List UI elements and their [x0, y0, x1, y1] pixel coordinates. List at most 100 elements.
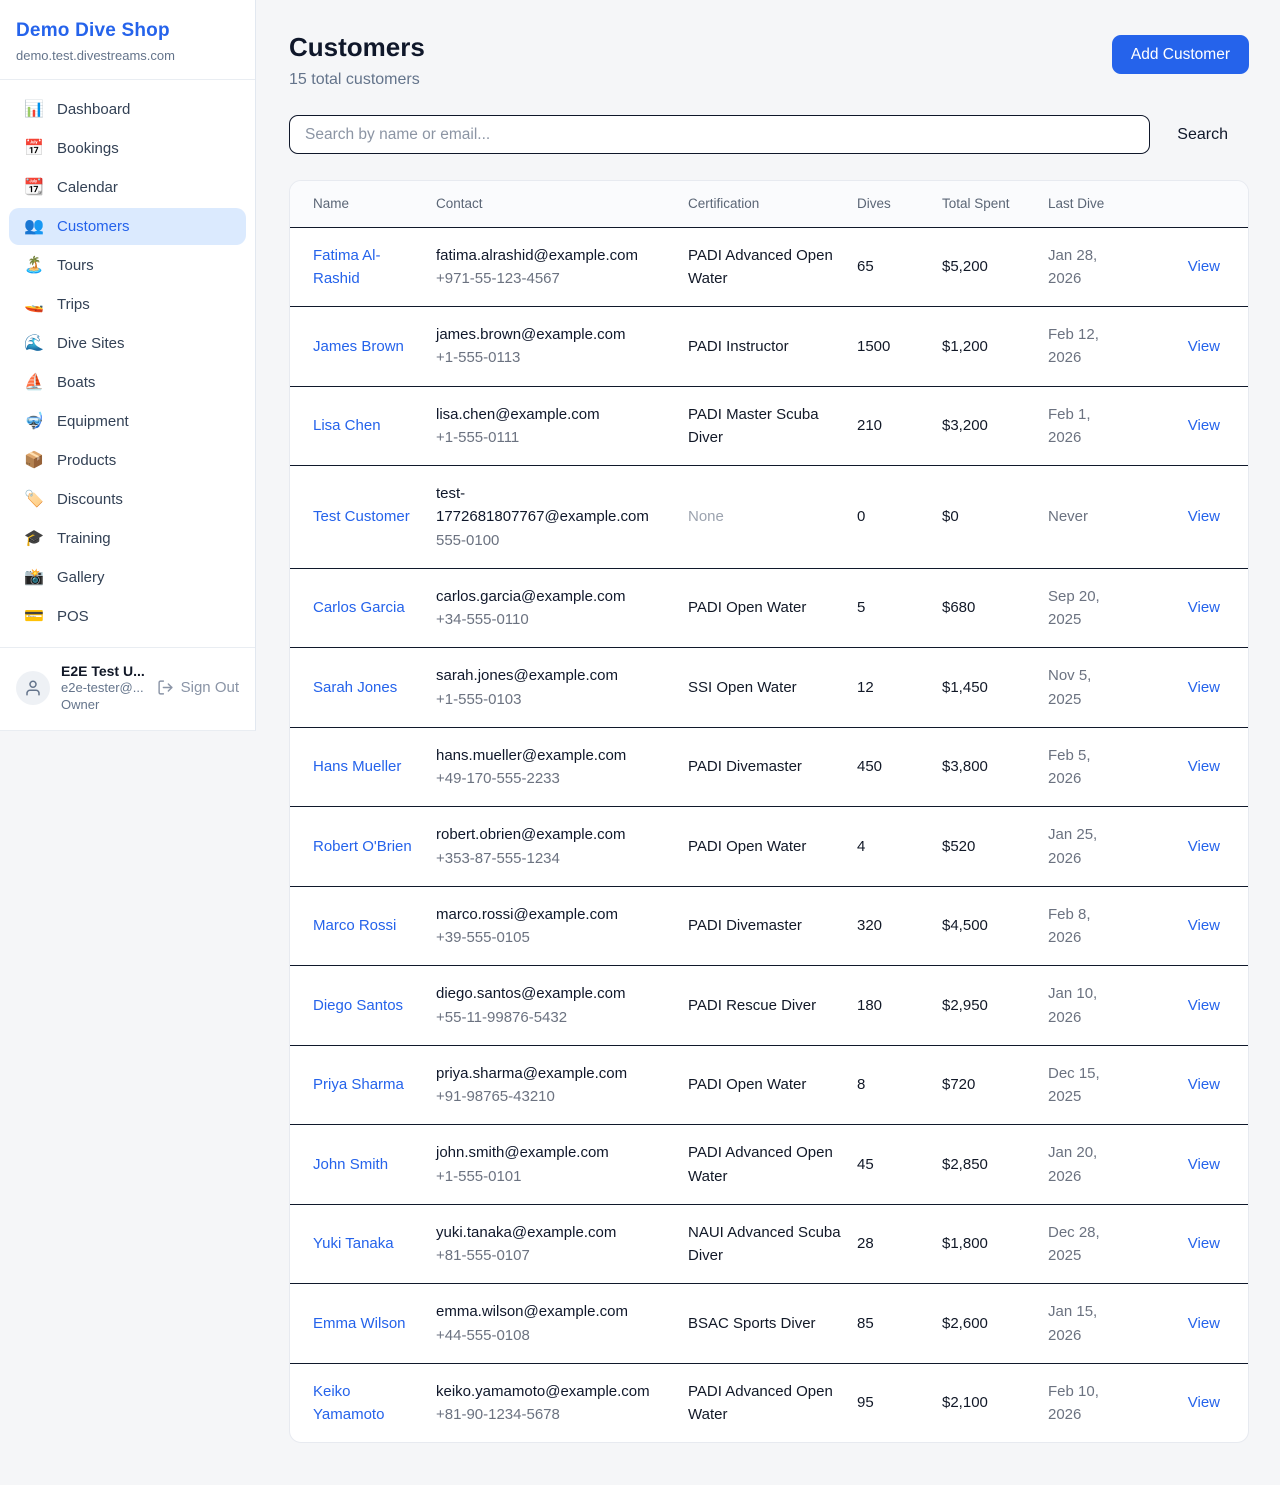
sidebar-item-trips[interactable]: 🚤 Trips — [9, 286, 246, 323]
view-link[interactable]: View — [1187, 508, 1220, 526]
view-link[interactable]: View — [1187, 1155, 1220, 1173]
customer-name-link[interactable]: Fatima Al-Rashid — [313, 246, 381, 287]
customer-name-link[interactable]: Sarah Jones — [313, 678, 398, 696]
shop-name: Demo Dive Shop — [16, 20, 170, 41]
customer-email: yuki.tanaka@example.com — [436, 1223, 617, 1241]
customer-last-dive: Feb 5, 2026 — [1048, 746, 1091, 788]
sidebar-item-tours[interactable]: 🏝️ Tours — [9, 247, 246, 284]
customer-total-spent: $2,850 — [942, 1155, 988, 1173]
user-name: E2E Test U... — [61, 663, 145, 679]
view-link[interactable]: View — [1187, 996, 1220, 1014]
customer-dives: 450 — [857, 758, 883, 776]
customer-last-dive: Feb 12, 2026 — [1048, 326, 1099, 367]
customer-dives: 180 — [857, 996, 883, 1014]
view-link[interactable]: View — [1187, 1076, 1220, 1094]
sidebar-item-dashboard[interactable]: 📊 Dashboard — [9, 91, 246, 128]
page-header: Customers 15 total customers Add Custome… — [289, 32, 1249, 89]
customer-last-dive: Dec 15, 2025 — [1048, 1064, 1100, 1106]
sign-out-button[interactable]: Sign Out — [157, 679, 239, 696]
customer-name-link[interactable]: Lisa Chen — [313, 417, 381, 435]
customer-certification: PADI Open Water — [688, 599, 807, 617]
customer-name-link[interactable]: Robert O'Brien — [313, 837, 412, 855]
view-link[interactable]: View — [1187, 1394, 1220, 1412]
search-button[interactable]: Search — [1177, 125, 1228, 143]
customer-name-link[interactable]: John Smith — [313, 1155, 389, 1173]
sidebar-item-gallery[interactable]: 📸 Gallery — [9, 559, 246, 596]
view-link[interactable]: View — [1187, 1314, 1220, 1332]
customer-name-link[interactable]: Yuki Tanaka — [313, 1235, 394, 1253]
customer-name-link[interactable]: Diego Santos — [313, 996, 404, 1014]
customer-total-spent: $1,450 — [942, 678, 988, 696]
customer-name-link[interactable]: Hans Mueller — [313, 758, 402, 776]
customer-row-sarah-jones: Sarah Jones sarah.jones@example.com +1-5… — [290, 647, 1248, 728]
customer-total-spent: $2,600 — [942, 1314, 988, 1332]
view-link[interactable]: View — [1187, 258, 1220, 276]
view-link[interactable]: View — [1187, 417, 1220, 435]
customer-name-link[interactable]: Marco Rossi — [313, 917, 397, 935]
customer-row-hans-mueller: Hans Mueller hans.mueller@example.com +4… — [290, 727, 1248, 808]
sidebar-header: Demo Dive Shop demo.test.divestreams.com — [0, 0, 255, 80]
customer-certification: PADI Rescue Diver — [688, 996, 817, 1014]
customer-name-link[interactable]: Carlos Garcia — [313, 599, 405, 617]
speedboat-icon: 🚤 — [24, 295, 44, 313]
column-header-name: Name — [290, 181, 436, 228]
sidebar-item-label: Customers — [57, 218, 130, 235]
avatar — [16, 670, 50, 705]
customer-row-fatima-al-rashid: Fatima Al-Rashid fatima.alrashid@example… — [290, 227, 1248, 308]
customer-phone: +1-555-0101 — [436, 1167, 522, 1185]
view-link[interactable]: View — [1187, 917, 1220, 935]
sidebar-item-products[interactable]: 📦 Products — [9, 442, 246, 479]
view-link[interactable]: View — [1187, 599, 1220, 617]
calendar-icon: 📅 — [24, 139, 44, 157]
view-link[interactable]: View — [1187, 337, 1220, 355]
column-header-actions — [1138, 181, 1248, 228]
customer-row-james-brown: James Brown james.brown@example.com +1-5… — [290, 306, 1248, 387]
sidebar-item-label: Trips — [57, 296, 90, 313]
sidebar-item-calendar[interactable]: 📆 Calendar — [9, 169, 246, 206]
view-link[interactable]: View — [1187, 1235, 1220, 1253]
column-header-total-spent: Total Spent — [942, 181, 1048, 228]
sidebar-item-dive-sites[interactable]: 🌊 Dive Sites — [9, 325, 246, 362]
search-input[interactable] — [289, 115, 1151, 154]
view-link[interactable]: View — [1187, 758, 1220, 776]
customer-name-link[interactable]: Test Customer — [313, 508, 410, 526]
credit-card-icon: 💳 — [24, 607, 44, 625]
user-info: E2E Test U... e2e-tester@... Owner — [61, 662, 145, 714]
customer-last-dive: Never — [1048, 508, 1089, 526]
wave-icon: 🌊 — [24, 334, 44, 352]
customer-dives: 5 — [857, 599, 866, 617]
customer-last-dive: Feb 10, 2026 — [1048, 1382, 1099, 1424]
sidebar-item-label: Boats — [57, 374, 96, 391]
customer-name-link[interactable]: James Brown — [313, 337, 404, 355]
sidebar-item-bookings[interactable]: 📅 Bookings — [9, 130, 246, 167]
column-header-certification: Certification — [688, 181, 857, 228]
customer-row-emma-wilson: Emma Wilson emma.wilson@example.com +44-… — [290, 1283, 1248, 1364]
view-link[interactable]: View — [1187, 678, 1220, 696]
user-section: E2E Test U... e2e-tester@... Owner Sign … — [0, 647, 255, 730]
sidebar-item-customers[interactable]: 👥 Customers — [9, 208, 246, 245]
customer-last-dive: Jan 15, 2026 — [1048, 1303, 1098, 1344]
customer-name-link[interactable]: Priya Sharma — [313, 1076, 404, 1094]
view-link[interactable]: View — [1187, 837, 1220, 855]
customer-dives: 210 — [857, 417, 883, 435]
customer-certification: PADI Master Scuba Diver — [688, 405, 819, 446]
customer-phone: +49-170-555-2233 — [436, 770, 560, 788]
customer-certification: PADI Advanced Open Water — [688, 1382, 833, 1424]
sidebar-item-pos[interactable]: 💳 POS — [9, 598, 246, 635]
customer-name-link[interactable]: Keiko Yamamoto — [313, 1382, 385, 1424]
sidebar-item-equipment[interactable]: 🤿 Equipment — [9, 403, 246, 440]
customer-email: john.smith@example.com — [436, 1144, 609, 1162]
customer-total-spent: $2,100 — [942, 1394, 988, 1412]
customer-total-spent: $3,200 — [942, 417, 988, 435]
tear-off-calendar-icon: 📆 — [24, 178, 44, 196]
sidebar-item-discounts[interactable]: 🏷️ Discounts — [9, 481, 246, 518]
package-icon: 📦 — [24, 451, 44, 469]
add-customer-button[interactable]: Add Customer — [1111, 35, 1249, 74]
sidebar-item-training[interactable]: 🎓 Training — [9, 520, 246, 557]
diving-mask-icon: 🤿 — [24, 412, 44, 430]
sidebar-item-boats[interactable]: ⛵ Boats — [9, 364, 246, 401]
customer-phone: 555-0100 — [436, 531, 500, 549]
table-body: Fatima Al-Rashid fatima.alrashid@example… — [290, 227, 1248, 1442]
customer-name-link[interactable]: Emma Wilson — [313, 1314, 406, 1332]
